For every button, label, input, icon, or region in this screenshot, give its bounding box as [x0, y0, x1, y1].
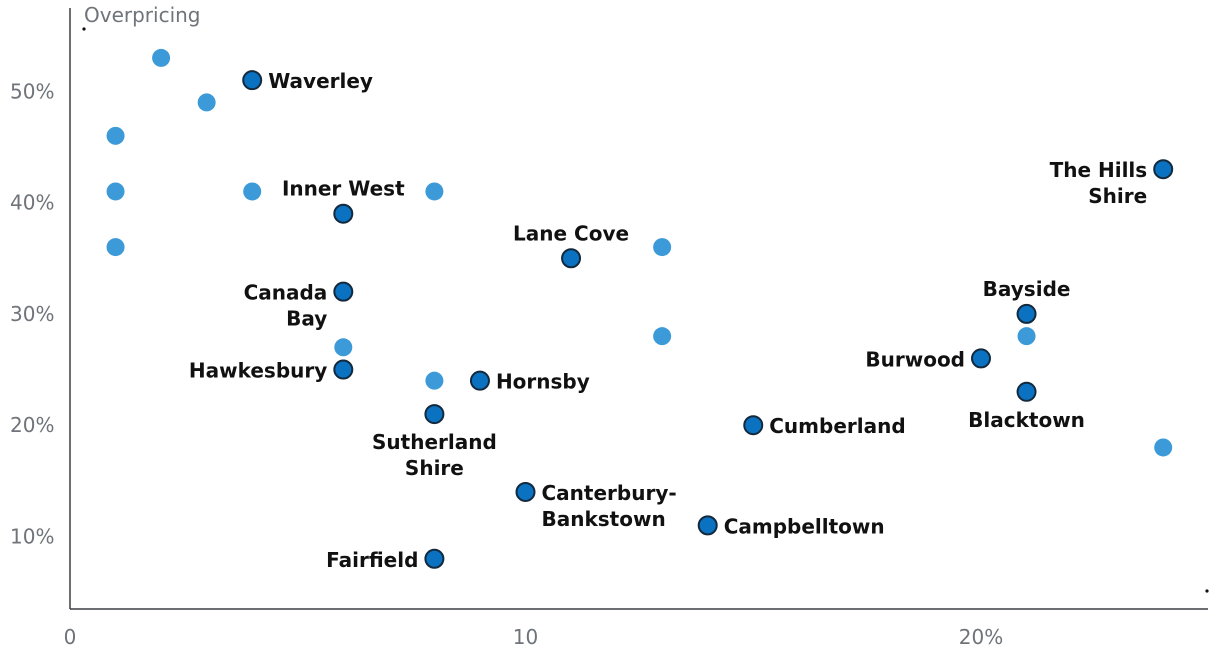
- highlighted-councils-points: [242, 70, 1174, 569]
- point-label: Campbelltown: [724, 514, 885, 538]
- scatter-point-other: [106, 238, 125, 257]
- point-label: Hornsby: [496, 370, 590, 394]
- scatter-point-highlighted: [1016, 381, 1037, 402]
- corner-dot-top: [82, 27, 86, 31]
- x-tick-label: 0: [64, 625, 77, 649]
- x-tick-label: 10: [513, 625, 538, 649]
- scatter-point-other: [1154, 438, 1173, 457]
- point-label: Canada: [244, 281, 328, 305]
- y-tick-label: 20%: [10, 413, 54, 437]
- point-label: Bayside: [983, 277, 1071, 301]
- scatter-point-highlighted: [333, 281, 354, 302]
- scatter-point-other: [243, 182, 262, 201]
- scatter-point-other: [197, 93, 216, 112]
- y-axis-title: Overpricing: [84, 3, 201, 27]
- point-label: Fairfield: [326, 548, 418, 572]
- scatter-point-other: [106, 182, 125, 201]
- point-label: Hawkesbury: [189, 359, 327, 383]
- scatter-point-other: [106, 126, 125, 145]
- scatter-point-other: [1017, 327, 1036, 346]
- point-label: Blacktown: [968, 408, 1085, 432]
- scatter-point-highlighted: [515, 481, 536, 502]
- point-label: Waverley: [268, 69, 373, 93]
- scatter-point-other: [653, 238, 672, 257]
- point-label: Bay: [286, 307, 327, 331]
- scatter-point-other: [152, 48, 171, 67]
- point-label: Shire: [405, 456, 464, 480]
- y-tick-label: 50%: [10, 79, 54, 103]
- point-label: Bankstown: [542, 507, 666, 531]
- corner-dot-right: [1205, 589, 1209, 593]
- axes: Overpricing 10% 20% 30% 40% 50% 0 10 20%: [10, 3, 1209, 649]
- scatter-point-highlighted: [743, 415, 764, 436]
- scatter-point-highlighted: [971, 348, 991, 369]
- scatter-point-highlighted: [424, 404, 445, 425]
- scatter-point-highlighted: [242, 70, 263, 91]
- scatter-point-other: [425, 371, 444, 390]
- point-label: Burwood: [865, 347, 965, 371]
- scatter-point-highlighted: [1153, 159, 1174, 180]
- scatter-point-highlighted: [1016, 303, 1037, 324]
- scatter-point-highlighted: [424, 548, 445, 569]
- other-councils-points: [106, 48, 1173, 457]
- point-label: Lane Cove: [513, 221, 629, 245]
- y-tick-label: 10%: [10, 525, 54, 549]
- scatter-point-highlighted: [333, 359, 354, 380]
- scatter-point-other: [334, 338, 353, 357]
- y-tick-label: 30%: [10, 302, 54, 326]
- x-tick-label: 20%: [959, 625, 1003, 649]
- point-label: Shire: [1088, 184, 1147, 208]
- point-label: The Hills: [1050, 158, 1148, 182]
- scatter-point-highlighted: [469, 370, 490, 391]
- scatter-point-highlighted: [333, 203, 354, 224]
- y-tick-label: 40%: [10, 191, 54, 215]
- scatter-point-highlighted: [561, 248, 582, 269]
- point-label: Inner West: [282, 177, 405, 201]
- scatter-point-other: [653, 327, 672, 346]
- point-label: Cumberland: [769, 414, 905, 438]
- point-label: Sutherland: [372, 430, 497, 454]
- scatter-point-other: [425, 182, 444, 201]
- scatter-point-highlighted: [697, 515, 718, 536]
- point-label: Canterbury-: [542, 481, 677, 505]
